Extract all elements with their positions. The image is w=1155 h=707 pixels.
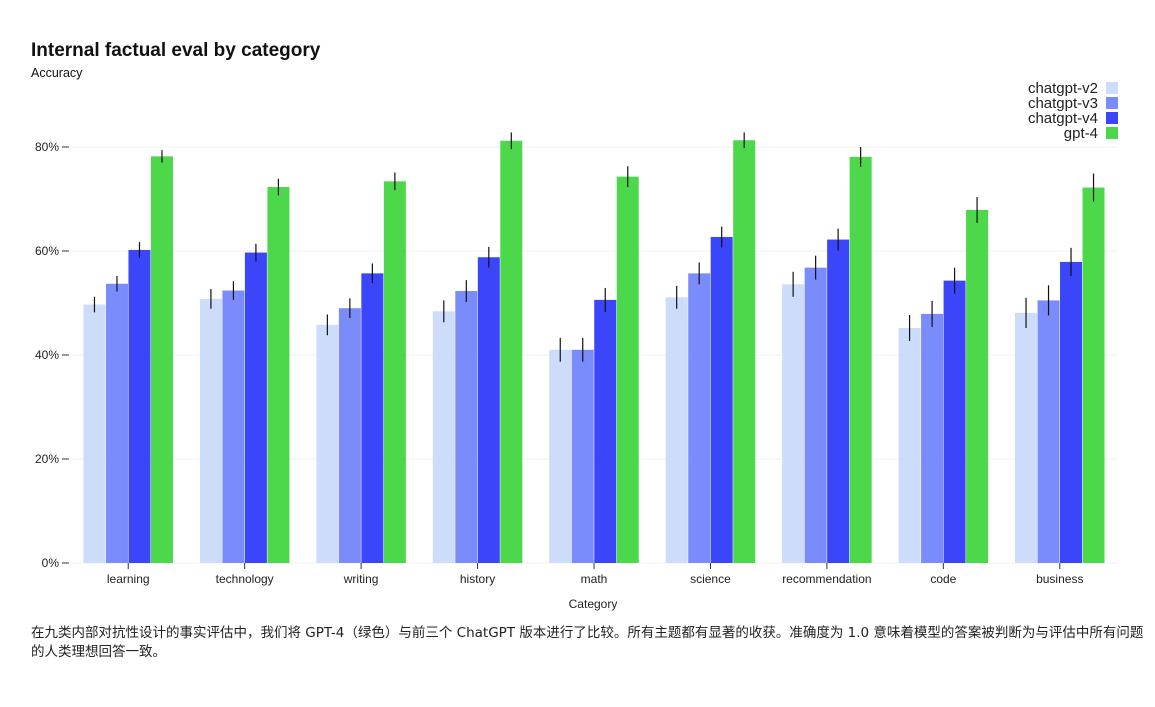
bar-chatgpt-v3-technology	[222, 290, 245, 563]
bar-gpt-4-science	[733, 140, 756, 564]
bar-chatgpt-v2-history	[432, 311, 455, 563]
x-tick-label: technology	[216, 572, 274, 586]
bar-gpt-4-code	[966, 209, 989, 564]
x-tick-label: business	[1036, 572, 1083, 586]
bar-chatgpt-v2-technology	[199, 298, 222, 563]
bar-gpt-4-business	[1082, 187, 1105, 563]
x-tick-label: science	[690, 572, 731, 586]
legend-label-chatgpt-v4: chatgpt-v4	[1028, 110, 1098, 127]
bar-chatgpt-v2-writing	[316, 324, 339, 563]
x-tick-label: recommendation	[782, 572, 871, 586]
bar-chatgpt-v3-science	[688, 273, 711, 563]
y-tick-label: 0%	[42, 556, 60, 570]
bar-chatgpt-v4-technology	[244, 252, 267, 563]
legend-label-chatgpt-v2: chatgpt-v2	[1028, 80, 1098, 97]
y-tick-label: 60%	[35, 244, 59, 258]
bar-gpt-4-technology	[267, 187, 290, 564]
bar-chatgpt-v3-business	[1037, 300, 1060, 563]
x-tick-label: learning	[107, 572, 150, 586]
bar-chatgpt-v3-math	[571, 349, 594, 563]
figure-caption: 在九类内部对抗性设计的事实评估中，我们将 GPT-4（绿色）与前三个 ChatG…	[31, 625, 1144, 660]
legend-swatch-chatgpt-v2	[1106, 82, 1118, 94]
chart-title: Internal factual eval by category	[31, 40, 321, 61]
bar-chatgpt-v4-recommendation	[827, 239, 850, 563]
bars	[83, 140, 1105, 564]
legend-label-gpt-4: gpt-4	[1064, 125, 1098, 142]
bar-gpt-4-writing	[383, 181, 406, 563]
axes: 0% 20% 40% 60% 80% learning technology writing h…	[35, 140, 1083, 586]
bar-chatgpt-v2-code	[898, 327, 921, 563]
y-tick-label: 40%	[35, 348, 59, 362]
legend-swatch-chatgpt-v3	[1106, 97, 1118, 109]
bar-chatgpt-v4-science	[710, 236, 733, 563]
bar-gpt-4-learning	[150, 156, 173, 564]
bar-chatgpt-v4-writing	[361, 273, 384, 563]
bar-chatgpt-v4-business	[1060, 261, 1083, 563]
bar-chatgpt-v4-code	[943, 280, 966, 563]
legend-swatch-chatgpt-v4	[1106, 112, 1118, 124]
bar-chatgpt-v2-science	[665, 297, 688, 563]
bar-chatgpt-v2-recommendation	[782, 284, 805, 563]
x-tick-label: math	[581, 572, 608, 586]
legend-swatch-gpt-4	[1106, 127, 1118, 139]
legend-label-chatgpt-v3: chatgpt-v3	[1028, 95, 1098, 112]
bar-gpt-4-recommendation	[849, 156, 872, 563]
bar-chatgpt-v2-math	[549, 349, 572, 563]
bar-gpt-4-history	[500, 140, 523, 563]
bar-chatgpt-v3-history	[455, 291, 478, 563]
bar-chatgpt-v4-learning	[128, 249, 151, 563]
y-tick-label: 80%	[35, 140, 59, 154]
bar-chatgpt-v3-code	[921, 313, 944, 563]
x-tick-label: writing	[343, 572, 379, 586]
bar-chatgpt-v4-history	[477, 257, 500, 563]
error-bars	[93, 132, 1095, 362]
bar-chart: 0% 20% 40% 60% 80% learning technology writing h…	[35, 80, 1118, 611]
bar-chatgpt-v3-writing	[338, 308, 361, 563]
bar-chatgpt-v2-business	[1015, 312, 1038, 563]
bar-chatgpt-v3-recommendation	[804, 267, 827, 563]
x-axis-label: Category	[569, 597, 618, 611]
bar-gpt-4-math	[616, 176, 639, 563]
y-axis-label: Accuracy	[31, 66, 83, 80]
bar-chatgpt-v4-math	[594, 299, 617, 563]
y-tick-label: 20%	[35, 452, 59, 466]
x-tick-label: code	[930, 572, 956, 586]
bar-chatgpt-v3-learning	[105, 283, 128, 563]
x-tick-label: history	[460, 572, 495, 586]
bar-chatgpt-v2-learning	[83, 304, 106, 563]
